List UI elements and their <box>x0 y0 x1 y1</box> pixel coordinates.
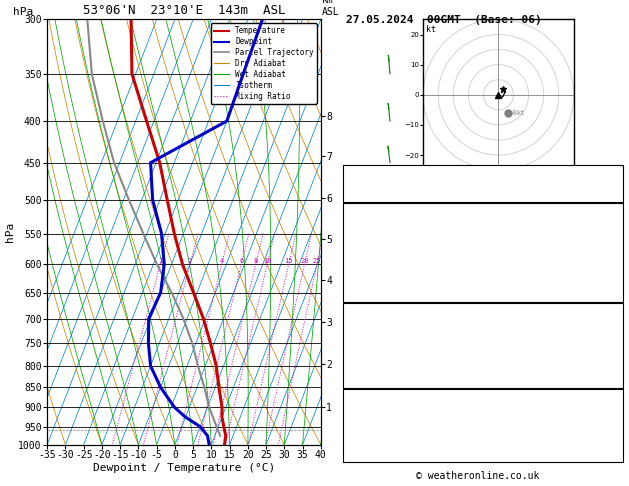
Text: 0: 0 <box>614 277 619 285</box>
Text: Surface: Surface <box>463 205 503 214</box>
Text: CAPE (J): CAPE (J) <box>348 277 390 285</box>
Text: StmSpd (kt): StmSpd (kt) <box>348 451 406 459</box>
Text: hPa: hPa <box>13 7 33 17</box>
Text: 162°: 162° <box>598 436 619 445</box>
Text: 0: 0 <box>614 363 619 372</box>
Text: 27.05.2024  00GMT  (Base: 06): 27.05.2024 00GMT (Base: 06) <box>346 15 542 25</box>
X-axis label: Dewpoint / Temperature (°C): Dewpoint / Temperature (°C) <box>93 463 275 473</box>
Text: 8: 8 <box>253 258 258 264</box>
Text: Dewp (°C): Dewp (°C) <box>348 234 395 243</box>
Text: StmDir: StmDir <box>348 436 379 445</box>
Text: 26: 26 <box>608 407 619 416</box>
Text: Mixing Ratio (g/kg): Mixing Ratio (g/kg) <box>348 202 357 304</box>
Text: CIN (J): CIN (J) <box>348 291 384 300</box>
Y-axis label: hPa: hPa <box>5 222 15 242</box>
Text: EH: EH <box>348 407 359 416</box>
Text: 4: 4 <box>220 258 224 264</box>
Text: Hodograph: Hodograph <box>457 392 509 401</box>
Text: Lifted Index: Lifted Index <box>348 348 411 357</box>
Text: 6: 6 <box>239 258 243 264</box>
Text: 20: 20 <box>300 258 309 264</box>
Text: 0: 0 <box>614 291 619 300</box>
Text: 1.12: 1.12 <box>598 191 619 200</box>
Text: 1: 1 <box>159 258 162 264</box>
Text: 10: 10 <box>263 258 272 264</box>
Text: 2: 2 <box>188 258 192 264</box>
Text: θᴄ (K): θᴄ (K) <box>348 334 379 343</box>
Text: 8: 8 <box>614 451 619 459</box>
Text: θᴄ(K): θᴄ(K) <box>348 248 374 257</box>
Text: 975: 975 <box>603 320 619 329</box>
Text: kt: kt <box>426 25 436 35</box>
Text: 311: 311 <box>603 334 619 343</box>
Text: 2: 2 <box>614 348 619 357</box>
Text: km
ASL: km ASL <box>322 0 340 17</box>
Text: 8kt: 8kt <box>508 110 523 116</box>
Text: Most Unstable: Most Unstable <box>445 306 520 315</box>
Text: Totals Totals: Totals Totals <box>348 179 416 188</box>
Text: © weatheronline.co.uk: © weatheronline.co.uk <box>416 471 540 481</box>
Text: 5: 5 <box>614 262 619 271</box>
Text: 306: 306 <box>603 248 619 257</box>
Text: Temp (°C): Temp (°C) <box>348 220 395 228</box>
Text: 0: 0 <box>614 377 619 386</box>
Text: Lifted Index: Lifted Index <box>348 262 411 271</box>
Text: CIN (J): CIN (J) <box>348 377 384 386</box>
Legend: Temperature, Dewpoint, Parcel Trajectory, Dry Adiabat, Wet Adiabat, Isotherm, Mi: Temperature, Dewpoint, Parcel Trajectory… <box>211 23 317 104</box>
Text: 13.6: 13.6 <box>598 220 619 228</box>
Text: 25: 25 <box>313 258 321 264</box>
Text: Pressure (mb): Pressure (mb) <box>348 320 416 329</box>
Text: SREH: SREH <box>348 421 369 430</box>
Text: 47: 47 <box>608 179 619 188</box>
Title: 53°06'N  23°10'E  143m  ASL: 53°06'N 23°10'E 143m ASL <box>83 4 285 17</box>
Text: -1: -1 <box>608 167 619 176</box>
Text: PW (cm): PW (cm) <box>348 191 384 200</box>
Text: 15: 15 <box>284 258 293 264</box>
Text: K: K <box>348 167 353 176</box>
Text: 15: 15 <box>608 421 619 430</box>
Text: CAPE (J): CAPE (J) <box>348 363 390 372</box>
Text: 9.4: 9.4 <box>603 234 619 243</box>
